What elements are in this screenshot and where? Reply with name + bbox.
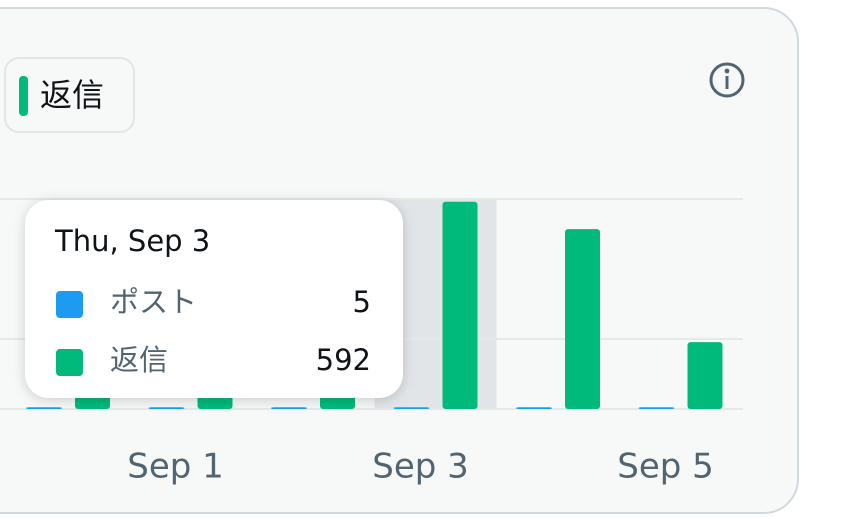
- bar: [638, 407, 675, 409]
- bar: [516, 407, 552, 409]
- bar: [148, 407, 185, 409]
- bar: [393, 407, 430, 409]
- tooltip-swatch: [56, 349, 83, 376]
- legend-label: 返信: [40, 76, 104, 114]
- info-icon[interactable]: [709, 62, 745, 98]
- tooltip-value: 5: [353, 285, 371, 319]
- tooltip-value: 592: [316, 343, 371, 377]
- x-tick-label: Sep 3: [372, 447, 469, 487]
- tooltip-swatch: [56, 291, 83, 318]
- bar: [26, 407, 62, 409]
- tooltip-series-name: ポスト: [110, 285, 197, 319]
- x-tick-label: Sep 1: [127, 447, 224, 487]
- x-tick-label: Sep 5: [617, 447, 714, 487]
- tooltip-box: [25, 200, 403, 398]
- bar: [442, 201, 478, 409]
- tooltip-series-name: 返信: [110, 343, 168, 377]
- bar: [271, 407, 307, 409]
- legend-chip[interactable]: [4, 57, 135, 133]
- bar: [687, 342, 723, 409]
- tooltip: Thu, Sep 3 ポスト 5 返信 592: [25, 200, 403, 398]
- bar: [565, 229, 600, 409]
- legend-swatch: [19, 76, 28, 116]
- tooltip-title: Thu, Sep 3: [54, 224, 210, 258]
